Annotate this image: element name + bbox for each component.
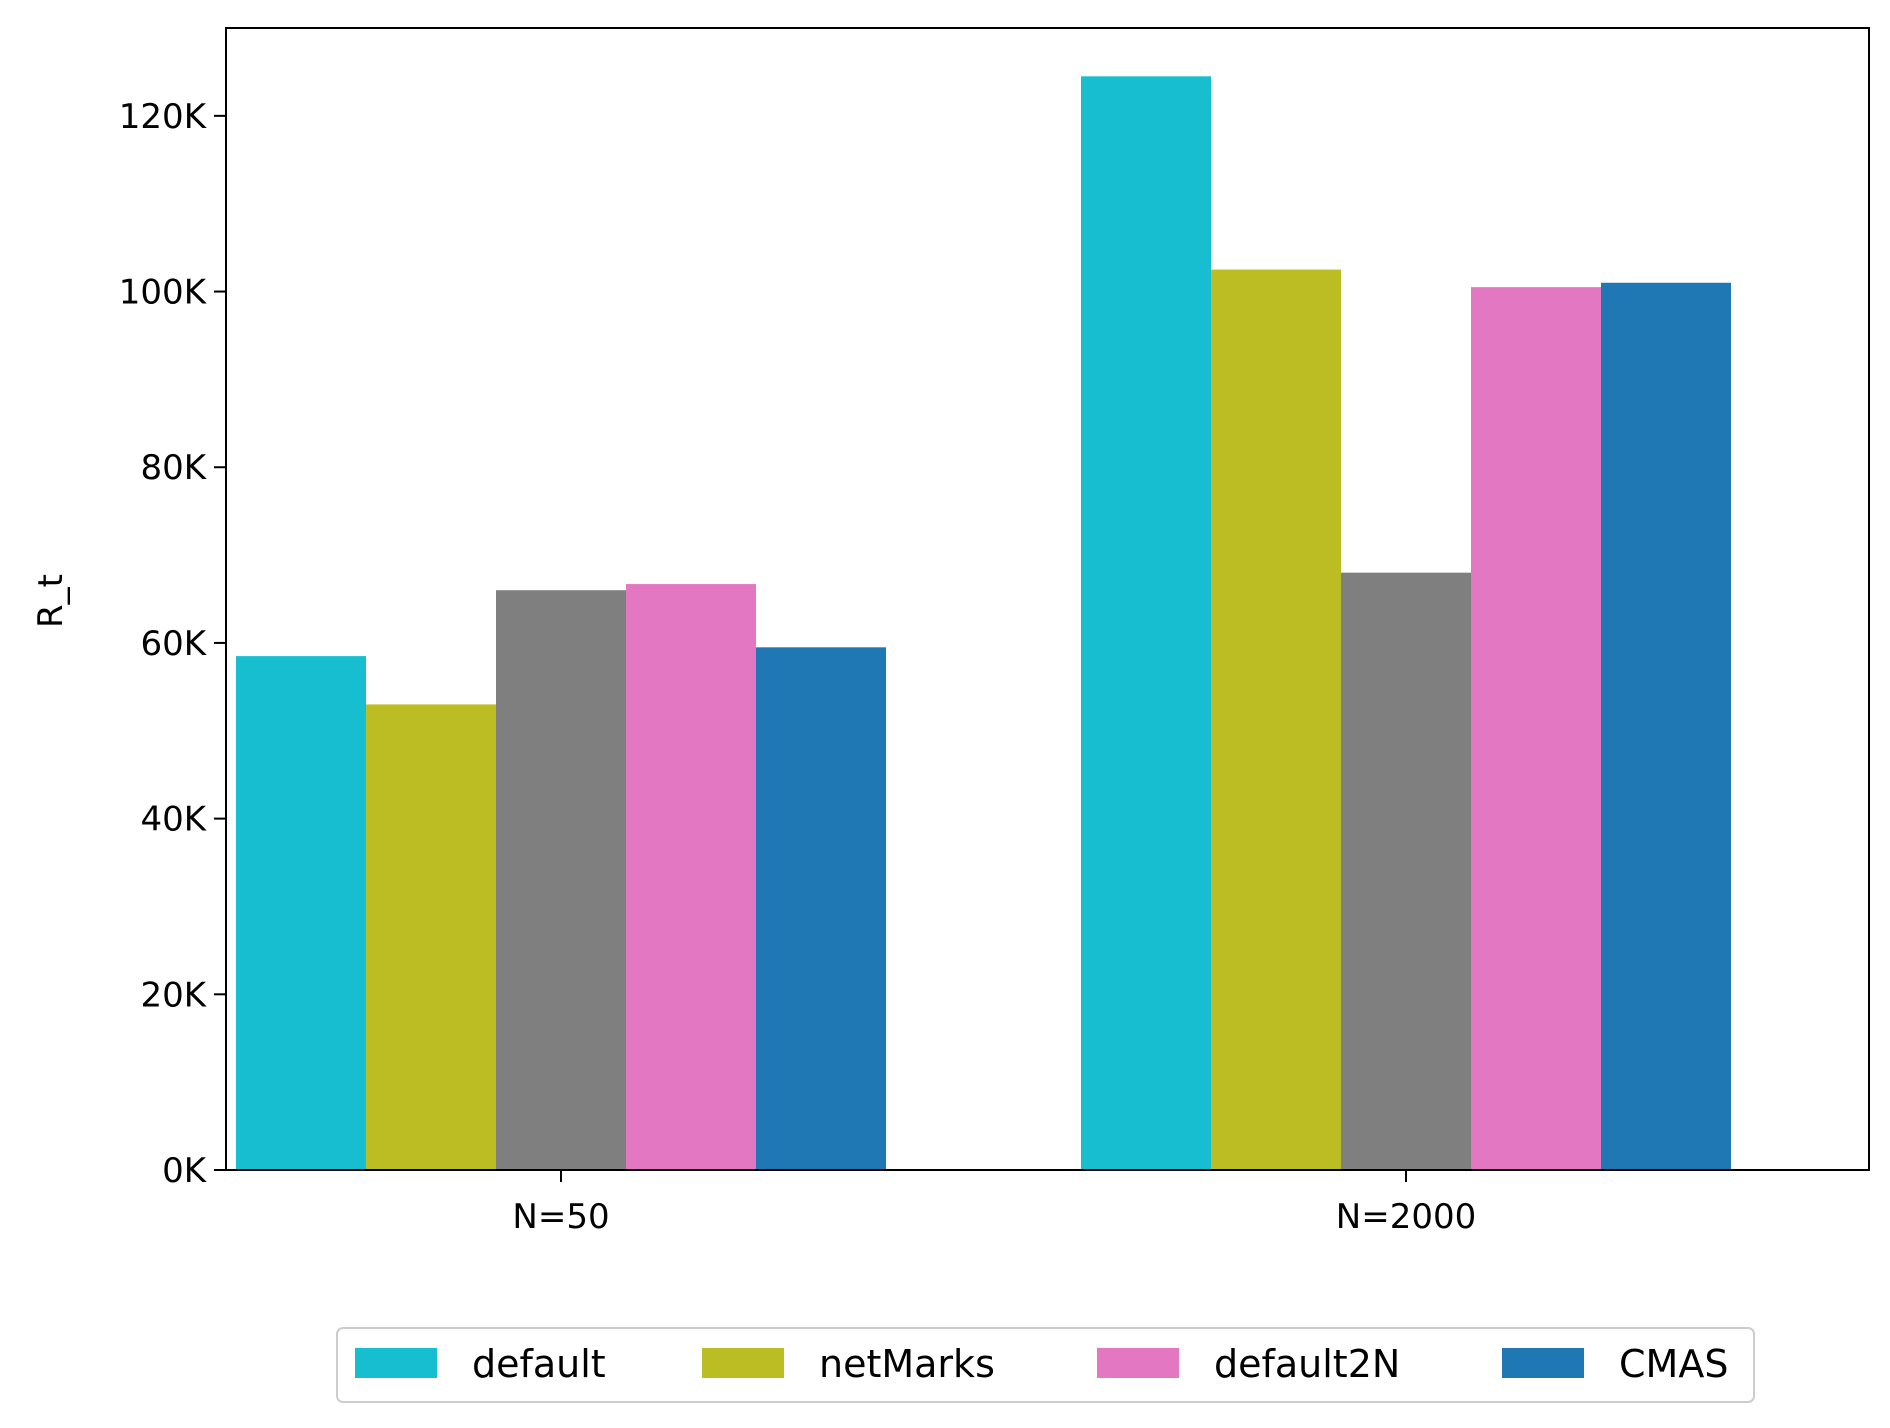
y-tick-label: 80K xyxy=(140,448,207,488)
y-axis: 0K 20K 40K 60K 80K 100K 120K xyxy=(119,97,226,1191)
y-tick-label: 60K xyxy=(140,624,207,664)
legend-label-default: default xyxy=(472,1342,606,1386)
bar-series-3-N=50 xyxy=(496,590,626,1170)
bar-series-3-N=2000 xyxy=(1341,572,1471,1170)
y-tick-label: 120K xyxy=(119,97,208,137)
x-axis: N=50 N=2000 xyxy=(512,1170,1476,1237)
bar-default-N=50 xyxy=(236,656,366,1170)
y-tick-label: 20K xyxy=(140,975,207,1015)
x-tick-label: N=50 xyxy=(512,1197,609,1237)
bar-netMarks-N=50 xyxy=(366,704,496,1170)
bar-CMAS-N=2000 xyxy=(1601,282,1731,1170)
plot-frame xyxy=(225,27,1870,1171)
legend: default netMarks default2N CMAS xyxy=(336,1327,1755,1403)
y-tick-label: 0K xyxy=(162,1151,208,1191)
legend-swatch-default2N xyxy=(1097,1348,1179,1378)
bar-default2N-N=50 xyxy=(626,584,756,1170)
bar-default2N-N=2000 xyxy=(1471,287,1601,1171)
bar-default-N=2000 xyxy=(1081,76,1211,1170)
legend-label-netMarks: netMarks xyxy=(819,1342,995,1386)
bar-netMarks-N=2000 xyxy=(1211,269,1341,1171)
y-tick-label: 40K xyxy=(140,800,207,840)
bars-group xyxy=(236,76,1731,1171)
legend-label-CMAS: CMAS xyxy=(1619,1342,1728,1386)
legend-swatch-default xyxy=(355,1348,437,1378)
legend-frame xyxy=(336,1327,1755,1403)
legend-swatch-netMarks xyxy=(702,1348,784,1378)
legend-swatch-CMAS xyxy=(1502,1348,1584,1378)
y-tick-label: 100K xyxy=(119,273,208,313)
y-axis-label: R_t xyxy=(31,574,71,628)
legend-label-default2N: default2N xyxy=(1214,1342,1400,1386)
x-tick-label: N=2000 xyxy=(1336,1197,1476,1237)
bar-CMAS-N=50 xyxy=(756,647,886,1170)
